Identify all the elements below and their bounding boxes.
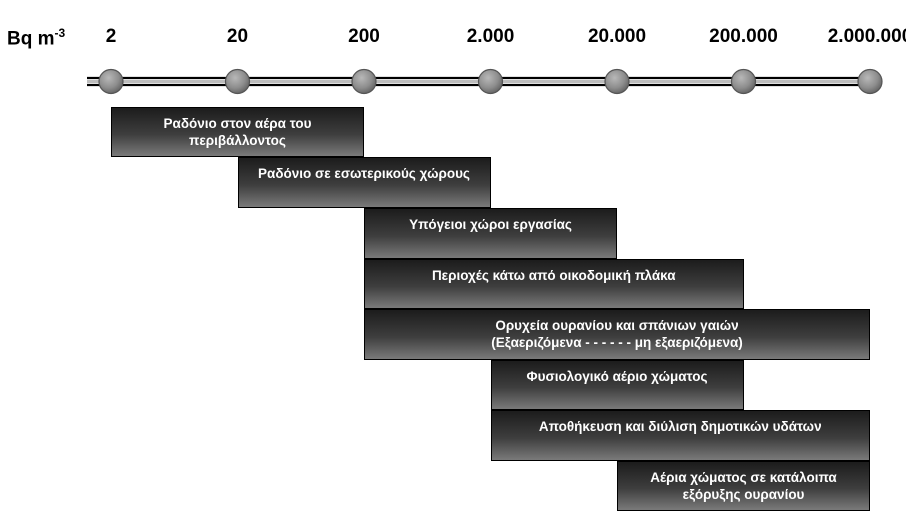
range-bar-label: Αέρια χώματος σε κατάλοιπα xyxy=(650,470,837,485)
tick-label: 20.000 xyxy=(587,26,647,47)
tick-label: 2.000 xyxy=(466,26,515,47)
range-bar: Ραδόνιο σε εσωτερικούς χώρους xyxy=(237,157,491,208)
tick-label: 200.000 xyxy=(709,26,778,47)
tick-label: 2.000.000 xyxy=(827,26,906,47)
tick-markers xyxy=(98,68,883,95)
range-bar-label: Περιοχές κάτω από οικοδομική πλάκα xyxy=(431,268,676,283)
range-bar: Ραδόνιο στον αέρα του περιβάλλοντος xyxy=(111,107,364,157)
range-bar-label: περιβάλλοντος xyxy=(189,133,286,148)
range-bar-label: εξόρυξης ουρανίου xyxy=(682,487,805,502)
tick-marker xyxy=(604,68,630,95)
range-bar-label: Υπόγειοι χώροι εργασίας xyxy=(409,217,572,232)
unit-exponent: -3 xyxy=(54,26,66,40)
tick-label: 200 xyxy=(348,26,380,47)
tick-label: 2 xyxy=(105,26,117,47)
tick-marker xyxy=(98,68,124,95)
range-bar: Ορυχεία ουρανίου και σπάνιων γαιών (Εξαερ… xyxy=(364,309,870,360)
tick-marker xyxy=(224,68,251,95)
tick-marker xyxy=(857,68,883,95)
tick-marker xyxy=(477,68,504,95)
unit-label: Bq m-3 xyxy=(7,26,65,50)
range-bar-label: Ραδόνιο στον αέρα του xyxy=(163,116,312,131)
range-bar: Περιοχές κάτω από οικοδομική πλάκα xyxy=(364,259,744,309)
range-bar: Αέρια χώματος σε κατάλοιπα εξόρυξης ουραν… xyxy=(617,461,870,511)
range-bar-label: Ορυχεία ουρανίου και σπάνιων γαιών xyxy=(495,318,739,333)
range-bar: Υπόγειοι χώροι εργασίας xyxy=(364,208,617,259)
range-bar-label: (Εξαεριζόμενα - - - - - - μη εξαεριζόμεν… xyxy=(491,335,743,350)
range-bar: Φυσιολογικό αέριο χώματος xyxy=(490,360,744,410)
log-scale-axis xyxy=(87,68,883,95)
unit-base: Bq m xyxy=(7,28,55,50)
range-bar: Αποθήκευση και διύλιση δημοτικών υδάτων xyxy=(490,410,870,461)
tick-label: 20 xyxy=(226,26,249,47)
tick-marker xyxy=(351,68,377,95)
range-bar-label: Ραδόνιο σε εσωτερικούς χώρους xyxy=(258,166,470,181)
tick-marker xyxy=(730,68,757,95)
range-bar-label: Φυσιολογικό αέριο χώματος xyxy=(526,369,708,384)
range-bar-label: Αποθήκευση και διύλιση δημοτικών υδάτων xyxy=(538,419,822,434)
